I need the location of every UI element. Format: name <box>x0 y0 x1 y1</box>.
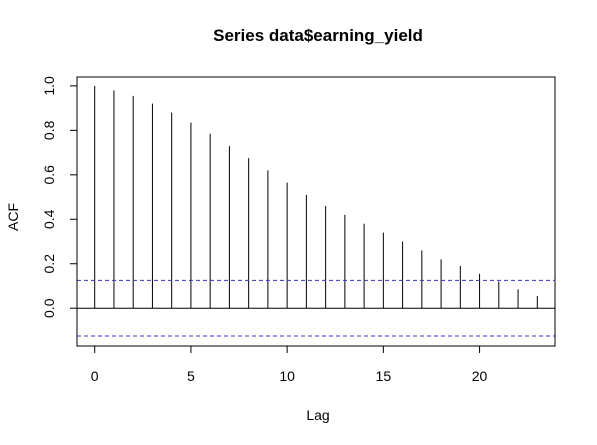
x-tick-label: 20 <box>472 368 488 384</box>
y-axis: 0.0 0.2 0.4 0.6 0.8 1.0 <box>41 76 77 318</box>
y-tick-label: 0.0 <box>41 298 57 318</box>
x-axis: 0 5 10 15 20 <box>91 346 488 384</box>
acf-spikes <box>95 86 538 308</box>
x-tick-label: 10 <box>279 368 295 384</box>
x-tick-label: 0 <box>91 368 99 384</box>
y-axis-label: ACF <box>5 203 21 231</box>
plot-frame <box>77 77 555 346</box>
x-tick-label: 5 <box>187 368 195 384</box>
y-tick-label: 0.6 <box>41 165 57 185</box>
y-tick-label: 0.2 <box>41 254 57 274</box>
y-tick-label: 0.8 <box>41 120 57 140</box>
x-axis-label: Lag <box>306 407 329 423</box>
x-tick-label: 15 <box>376 368 392 384</box>
y-tick-label: 0.4 <box>41 209 57 229</box>
chart-title: Series data$earning_yield <box>213 26 423 45</box>
y-tick-label: 1.0 <box>41 76 57 96</box>
